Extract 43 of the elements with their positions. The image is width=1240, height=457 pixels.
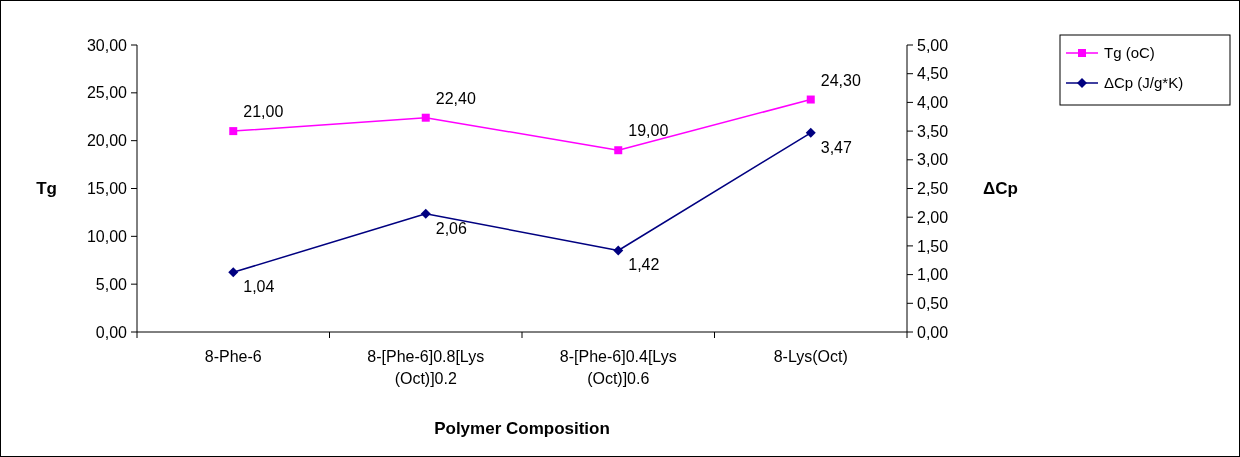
x-tick-label: 8-Phe-6 bbox=[204, 348, 262, 365]
data-label: 19,00 bbox=[628, 122, 669, 140]
point bbox=[613, 245, 624, 256]
y2-tick-label: 2,00 bbox=[917, 208, 949, 226]
y-tick-label: 0,00 bbox=[95, 323, 128, 341]
y-tick-label: 15,00 bbox=[86, 180, 128, 198]
y2-tick-label: 4,50 bbox=[917, 65, 949, 83]
point bbox=[420, 208, 431, 219]
point bbox=[421, 113, 430, 122]
data-label: 2,06 bbox=[435, 219, 467, 237]
y-tick-label: 25,00 bbox=[86, 84, 128, 102]
legend-label: Tg (oC) bbox=[1104, 44, 1155, 62]
point bbox=[614, 146, 623, 155]
y2-tick-label: 4,00 bbox=[917, 94, 949, 111]
point bbox=[229, 127, 238, 136]
y2-axis-title: ΔCp bbox=[983, 179, 1018, 199]
x-tick-label: 8-Lys(Oct) bbox=[773, 348, 848, 365]
y2-tick-label: 0,50 bbox=[917, 294, 949, 312]
y2-tick-label: 1,50 bbox=[917, 237, 949, 255]
y-tick-label: 5,00 bbox=[95, 275, 128, 293]
x-axis-title: Polymer Composition bbox=[434, 419, 610, 438]
data-label: 21,00 bbox=[243, 103, 284, 121]
y-tick-label: 30,00 bbox=[86, 36, 128, 54]
y2-tick-label: 5,00 bbox=[917, 36, 949, 54]
y-tick-label: 20,00 bbox=[86, 132, 128, 150]
x-tick-label: 8-[Phe-6]0.8[Lys (Oct)]0.2 bbox=[367, 348, 485, 387]
data-label: 1,04 bbox=[243, 278, 275, 296]
point bbox=[806, 95, 815, 104]
x-tick-label: 8-[Phe-6]0.4[Lys (Oct)]0.6 bbox=[559, 348, 677, 387]
data-label: 22,40 bbox=[435, 89, 476, 107]
y-axis-title: Tg bbox=[36, 179, 57, 199]
data-label: 24,30 bbox=[820, 71, 861, 89]
y2-tick-label: 1,00 bbox=[917, 266, 949, 284]
data-label: 1,42 bbox=[628, 256, 660, 274]
y2-tick-label: 3,50 bbox=[917, 122, 949, 140]
legend-label: ΔCp (J/g*K) bbox=[1104, 74, 1184, 92]
y-tick-label: 10,00 bbox=[86, 227, 128, 245]
point bbox=[805, 127, 816, 138]
y2-tick-label: 2,50 bbox=[917, 180, 949, 198]
point bbox=[228, 267, 239, 278]
y2-tick-label: 3,00 bbox=[917, 151, 949, 169]
data-label: 3,47 bbox=[820, 138, 852, 156]
y2-tick-label: 0,00 bbox=[917, 323, 949, 341]
